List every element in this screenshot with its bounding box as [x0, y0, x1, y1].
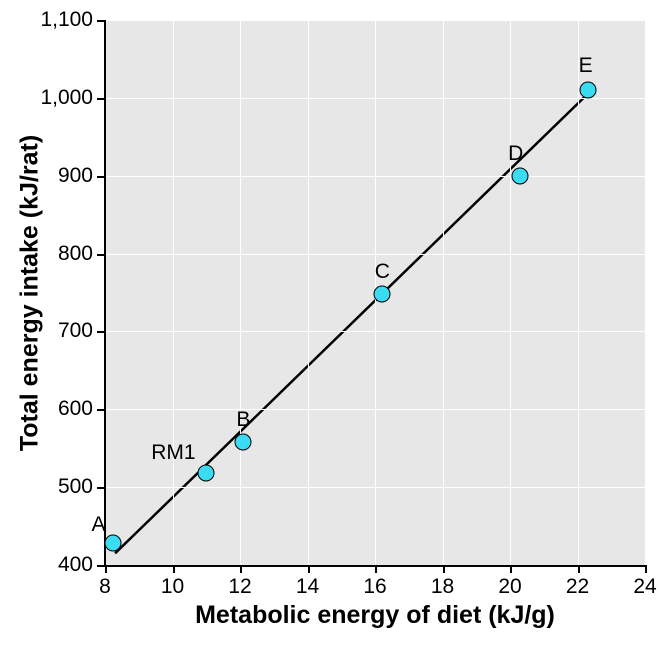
gridline-vertical	[578, 20, 579, 565]
x-tick	[173, 565, 175, 573]
x-tick	[578, 565, 580, 573]
y-tick	[97, 487, 105, 489]
data-point-label: C	[375, 260, 390, 284]
x-tick-label: 16	[363, 575, 386, 599]
x-tick-label: 10	[161, 575, 184, 599]
gridline-vertical	[240, 20, 241, 565]
x-tick-label: 12	[228, 575, 251, 599]
data-point-label: D	[508, 142, 523, 166]
y-tick-label: 600	[58, 397, 93, 421]
y-tick-label: 400	[58, 553, 93, 577]
data-point	[235, 433, 252, 450]
y-tick	[97, 98, 105, 100]
gridline-vertical	[645, 20, 646, 565]
y-axis-line	[104, 20, 106, 567]
data-point	[512, 167, 529, 184]
y-tick-label: 1,000	[40, 86, 93, 110]
x-tick	[240, 565, 242, 573]
y-tick-label: 500	[58, 475, 93, 499]
y-tick-label: 900	[58, 164, 93, 188]
data-point-label: B	[236, 408, 250, 432]
x-axis-title: Metabolic energy of diet (kJ/g)	[195, 601, 555, 630]
y-tick	[97, 565, 105, 567]
gridline-vertical	[443, 20, 444, 565]
y-tick	[97, 20, 105, 22]
y-tick-label: 1,100	[40, 8, 93, 32]
y-tick	[97, 409, 105, 411]
data-point-label: A	[91, 513, 105, 537]
x-tick	[308, 565, 310, 573]
y-axis-title: Total energy intake (kJ/rat)	[16, 134, 45, 450]
x-tick-label: 18	[431, 575, 454, 599]
gridline-vertical	[510, 20, 511, 565]
y-tick-label: 700	[58, 319, 93, 343]
gridline-vertical	[308, 20, 309, 565]
data-point	[373, 286, 390, 303]
x-tick	[443, 565, 445, 573]
data-point	[198, 465, 215, 482]
y-tick	[97, 254, 105, 256]
x-tick-label: 20	[498, 575, 521, 599]
y-tick	[97, 176, 105, 178]
x-tick	[645, 565, 647, 573]
chart-container: { "chart": { "type": "scatter", "canvas"…	[0, 0, 662, 653]
y-tick	[97, 331, 105, 333]
data-point-label: E	[579, 54, 593, 78]
x-tick	[375, 565, 377, 573]
data-point-label: RM1	[151, 441, 195, 465]
x-tick-label: 22	[566, 575, 589, 599]
x-tick-label: 14	[296, 575, 319, 599]
y-tick-label: 800	[58, 242, 93, 266]
data-point	[105, 535, 122, 552]
gridline-vertical	[173, 20, 174, 565]
x-tick-label: 24	[633, 575, 656, 599]
x-tick-label: 8	[99, 575, 111, 599]
x-tick	[510, 565, 512, 573]
x-tick	[105, 565, 107, 573]
data-point	[579, 82, 596, 99]
